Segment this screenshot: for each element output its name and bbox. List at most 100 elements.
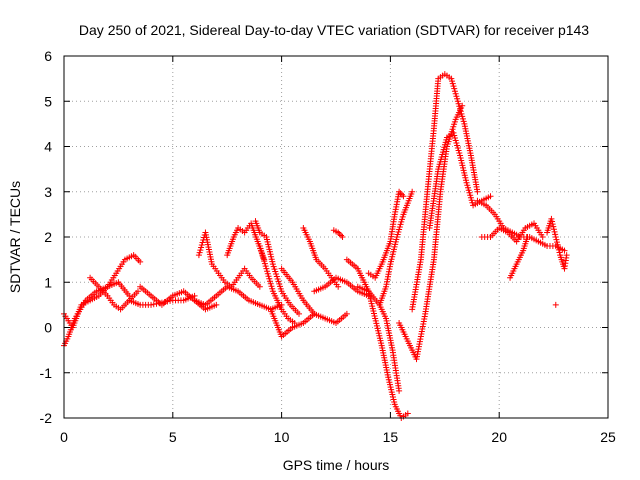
data-point <box>259 250 266 257</box>
data-point <box>453 93 460 100</box>
data-point <box>457 105 464 112</box>
data-point <box>554 239 561 246</box>
data-point <box>451 134 458 141</box>
data-point <box>397 221 404 228</box>
data-point <box>552 301 559 308</box>
points-layer <box>61 71 570 421</box>
data-point <box>257 245 264 252</box>
tick-labels-layer: 0 5 10 15 20 25 -2 -1 0 1 2 3 4 5 6 <box>40 48 616 445</box>
data-point <box>261 258 268 265</box>
data-point <box>456 150 463 157</box>
data-point <box>524 234 531 240</box>
data-point <box>466 189 473 196</box>
data-point <box>552 231 559 238</box>
series-track-l <box>278 265 350 326</box>
data-point <box>256 243 263 250</box>
data-point <box>267 280 274 287</box>
data-point <box>556 249 563 256</box>
y-tick-label: 0 <box>44 320 52 336</box>
data-point <box>554 241 561 248</box>
data-point <box>258 248 265 255</box>
series-track-y <box>507 234 531 281</box>
data-point <box>451 85 458 92</box>
data-point <box>452 90 459 97</box>
data-point <box>449 80 456 87</box>
y-tick-label: 4 <box>44 139 52 155</box>
data-point <box>396 223 403 230</box>
data-point <box>296 310 303 317</box>
series-track-c <box>87 274 141 313</box>
data-point <box>266 278 273 285</box>
data-point <box>550 223 557 230</box>
data-point <box>409 188 416 195</box>
data-point <box>399 216 406 223</box>
data-point <box>487 193 494 200</box>
data-point <box>398 218 405 225</box>
series-track-p <box>343 256 411 421</box>
y-tick-label: 1 <box>44 274 52 290</box>
data-point <box>263 265 270 272</box>
data-point <box>549 221 556 228</box>
data-point <box>448 75 455 82</box>
series-track-s <box>365 188 407 281</box>
data-point <box>467 192 474 199</box>
y-tick-label: -1 <box>40 365 53 381</box>
chart-title: Day 250 of 2021, Sidereal Day-to-day VTE… <box>79 22 589 38</box>
data-point <box>451 88 458 95</box>
data-point <box>393 234 400 240</box>
data-point <box>150 301 157 308</box>
data-point <box>474 188 481 195</box>
series-track-r <box>376 188 416 308</box>
data-point <box>455 100 462 107</box>
x-tick-label: 20 <box>491 429 507 445</box>
data-point <box>459 102 466 109</box>
data-point <box>451 132 458 139</box>
data-point <box>449 78 456 85</box>
data-point <box>469 199 476 206</box>
data-point <box>452 137 459 144</box>
data-point <box>395 228 402 235</box>
data-point <box>213 301 220 308</box>
data-point <box>454 142 461 149</box>
data-point <box>548 215 555 222</box>
data-point <box>396 387 403 394</box>
series-track-x <box>478 220 546 245</box>
y-axis-label: SDTVAR / TECUs <box>7 181 23 293</box>
data-point <box>264 268 271 275</box>
x-tick-label: 15 <box>383 429 399 445</box>
data-point <box>137 258 144 265</box>
data-point <box>468 197 475 204</box>
y-tick-label: -2 <box>40 410 53 426</box>
x-tick-label: 25 <box>600 429 616 445</box>
data-point <box>396 226 403 233</box>
series-track-o <box>311 274 372 299</box>
data-point <box>134 288 141 295</box>
data-point <box>260 255 267 262</box>
x-tick-label: 0 <box>60 429 68 445</box>
data-point <box>467 194 474 201</box>
data-point <box>555 246 562 253</box>
data-point <box>457 108 464 115</box>
data-point <box>197 247 204 254</box>
data-point <box>563 252 570 259</box>
series-track-v <box>426 129 494 231</box>
data-point <box>465 184 472 191</box>
data-point <box>464 182 471 189</box>
data-point <box>458 110 465 117</box>
data-point <box>549 218 556 225</box>
y-tick-label: 5 <box>44 93 52 109</box>
data-point <box>555 244 562 251</box>
data-point <box>454 95 461 102</box>
series-outlier <box>552 301 559 308</box>
data-point <box>450 129 457 136</box>
data-point <box>465 187 472 194</box>
data-point <box>463 179 470 186</box>
series-track-b <box>61 279 133 349</box>
data-point <box>196 249 203 256</box>
data-point <box>561 247 568 254</box>
series-track-f <box>195 229 263 290</box>
data-point <box>460 118 467 125</box>
y-tick-label: 3 <box>44 184 52 200</box>
data-point <box>552 234 559 240</box>
data-point <box>261 260 268 267</box>
